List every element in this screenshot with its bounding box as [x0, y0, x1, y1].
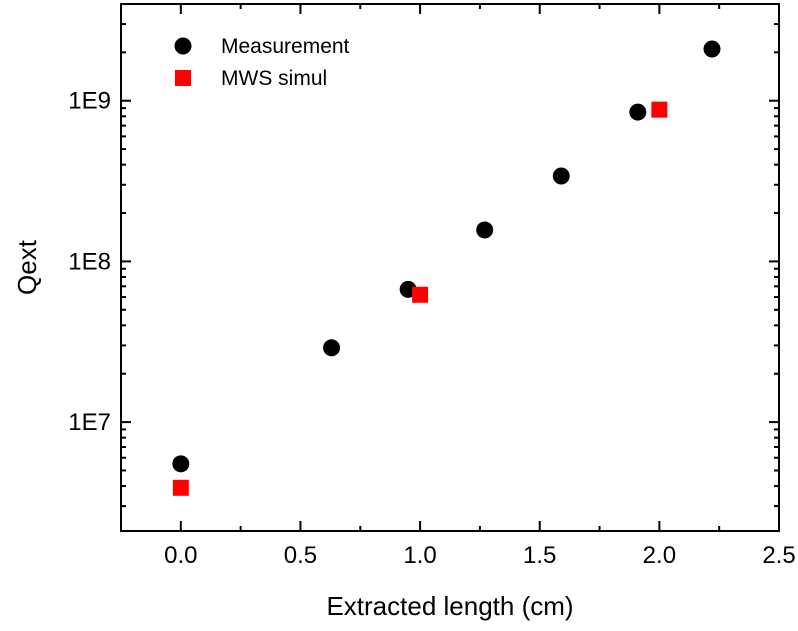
legend-label: Measurement: [221, 35, 350, 58]
mws-simul-point: [651, 101, 668, 118]
measurement-point: [172, 455, 190, 473]
measurement-point: [476, 221, 494, 239]
x-tick-label: 1.0: [403, 542, 436, 569]
measurement-point: [703, 40, 721, 58]
measurement-point: [629, 103, 647, 121]
y-tick-label: 1E7: [68, 409, 111, 436]
x-tick-label: 1.5: [523, 542, 556, 569]
legend-label: MWS simul: [221, 67, 327, 90]
legend-marker-circle: [174, 37, 192, 55]
mws-simul-point: [172, 479, 189, 496]
legend-marker-square: [175, 70, 191, 86]
axis-ticks: 0.0 0.5 1.0 1.5 2.0 2.5 1E7 1E8 1E9: [68, 3, 796, 569]
x-tick-label: 2.5: [762, 542, 795, 569]
data-points: [172, 40, 721, 496]
y-axis-title: Qext: [12, 239, 42, 295]
x-tick-label: 0.5: [284, 542, 317, 569]
y-tick-label: 1E9: [68, 88, 111, 115]
x-tick-label: 0.0: [164, 542, 197, 569]
mws-simul-point: [412, 286, 429, 303]
axes: [120, 3, 780, 532]
y-tick-label: 1E8: [68, 248, 111, 275]
legend: Measurement MWS simul: [174, 35, 350, 90]
x-axis-title: Extracted length (cm): [326, 591, 573, 621]
measurement-point: [552, 167, 570, 185]
measurement-point: [323, 339, 341, 357]
x-tick-label: 2.0: [643, 542, 676, 569]
plot-frame: [120, 3, 780, 532]
